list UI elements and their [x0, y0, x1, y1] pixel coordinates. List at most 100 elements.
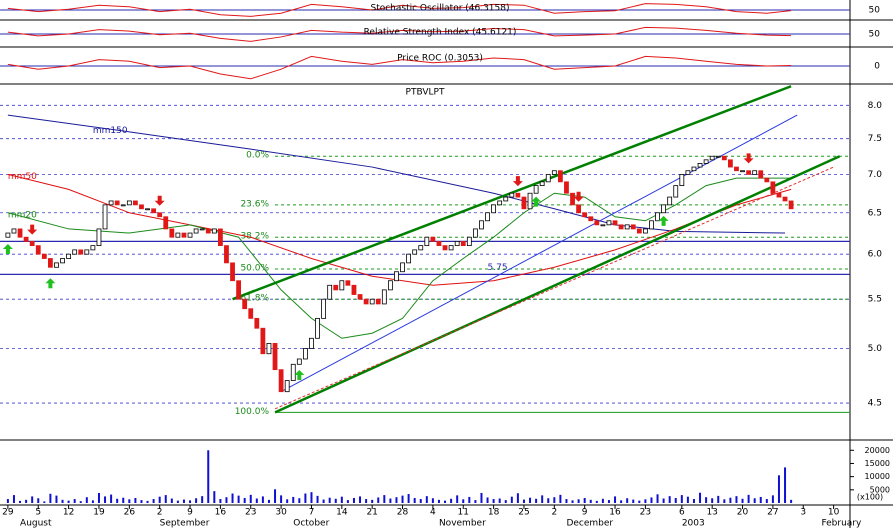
candle [527, 192, 533, 210]
candle [126, 200, 132, 206]
candle [472, 228, 478, 238]
volume-bar [146, 500, 149, 503]
volume-bar [359, 496, 362, 503]
sell-signal [573, 191, 584, 202]
volume-bar [595, 500, 598, 503]
volume-bar [492, 499, 495, 503]
volume-bar [589, 499, 592, 503]
x-tick-label: 9 [187, 508, 193, 518]
candle [248, 308, 254, 319]
volume-bar [614, 496, 617, 503]
volume-bar [656, 494, 659, 503]
candle [35, 245, 41, 255]
candle [114, 200, 120, 206]
candle [151, 208, 157, 214]
candle [770, 181, 776, 194]
volume-bar [371, 499, 374, 503]
volume-bar [219, 499, 222, 503]
volume-bar [535, 498, 538, 503]
volume-bar [571, 500, 574, 503]
month-label: September [160, 519, 210, 528]
buy-signal [531, 196, 542, 207]
candle [406, 253, 412, 264]
candle [551, 170, 557, 175]
volume-bar [201, 496, 204, 503]
volume-bar [334, 498, 337, 503]
moving-average [7, 173, 792, 286]
candle [102, 204, 108, 230]
candle [242, 298, 248, 310]
candle [509, 192, 515, 198]
volume-bar [134, 497, 137, 503]
volume-bar [389, 498, 392, 503]
volume-bar [31, 496, 34, 503]
candle [618, 224, 624, 230]
volume-bar [365, 499, 368, 503]
volume-bar [140, 500, 143, 503]
volume-bar [662, 498, 665, 503]
volume-bar [195, 498, 198, 503]
volume-bar [626, 498, 629, 503]
volume-bar [583, 497, 586, 503]
volume-bar [444, 500, 447, 503]
volume-tick-label: 10000 [865, 472, 890, 481]
candle [479, 220, 484, 230]
candle [236, 280, 242, 300]
y-tick-label: 5.0 [868, 344, 883, 354]
candle [418, 245, 424, 251]
x-tick-label: 14 [336, 508, 348, 518]
volume-bar [486, 497, 489, 503]
volume-bar [765, 499, 768, 503]
candle [309, 337, 314, 349]
x-tick-label: 9 [582, 508, 588, 518]
month-label: February [821, 519, 862, 528]
candle [727, 159, 733, 168]
candle [23, 236, 29, 242]
candle [169, 228, 175, 238]
x-tick-label: 21 [366, 508, 377, 518]
candle [60, 258, 65, 264]
candle [132, 200, 138, 206]
candle [649, 220, 654, 230]
candle [29, 241, 35, 247]
candle [436, 241, 442, 247]
y-tick-label: 6.5 [868, 208, 882, 218]
volume-bar [383, 495, 386, 503]
candle [630, 224, 636, 230]
candle [503, 196, 509, 202]
candle [157, 212, 163, 218]
candle [721, 155, 727, 161]
volume-bar [340, 496, 343, 503]
volume-bar [377, 497, 380, 503]
x-tick-label: 7 [309, 508, 315, 518]
candle [381, 289, 387, 305]
candle [424, 236, 430, 247]
oscillator-title: Price ROC (0.3053) [397, 54, 483, 64]
x-tick-label: 11 [458, 508, 469, 518]
volume-bar [541, 495, 544, 503]
volume-bar [516, 493, 519, 503]
oscillator-title: Relative Strength Index (45.6121) [364, 28, 517, 38]
candle [740, 170, 745, 173]
volume-bar [632, 499, 635, 503]
volume-bar [85, 497, 88, 503]
volume-bar [468, 496, 471, 503]
volume-bar [425, 496, 428, 503]
candle [5, 232, 11, 238]
candle [448, 245, 454, 251]
volume-bar [152, 499, 155, 503]
candle [278, 369, 284, 393]
candle [491, 204, 497, 214]
volume-bar [601, 498, 604, 503]
buy-signal [45, 278, 56, 289]
oscillator-line [7, 55, 792, 80]
volume-bar [170, 498, 173, 503]
moving-average [7, 114, 786, 234]
sell-signal [512, 176, 523, 187]
candle [454, 241, 460, 247]
volume-bar [759, 496, 762, 503]
sell-signal [154, 195, 165, 206]
volume-bar [189, 500, 192, 503]
volume-bar [462, 499, 465, 503]
